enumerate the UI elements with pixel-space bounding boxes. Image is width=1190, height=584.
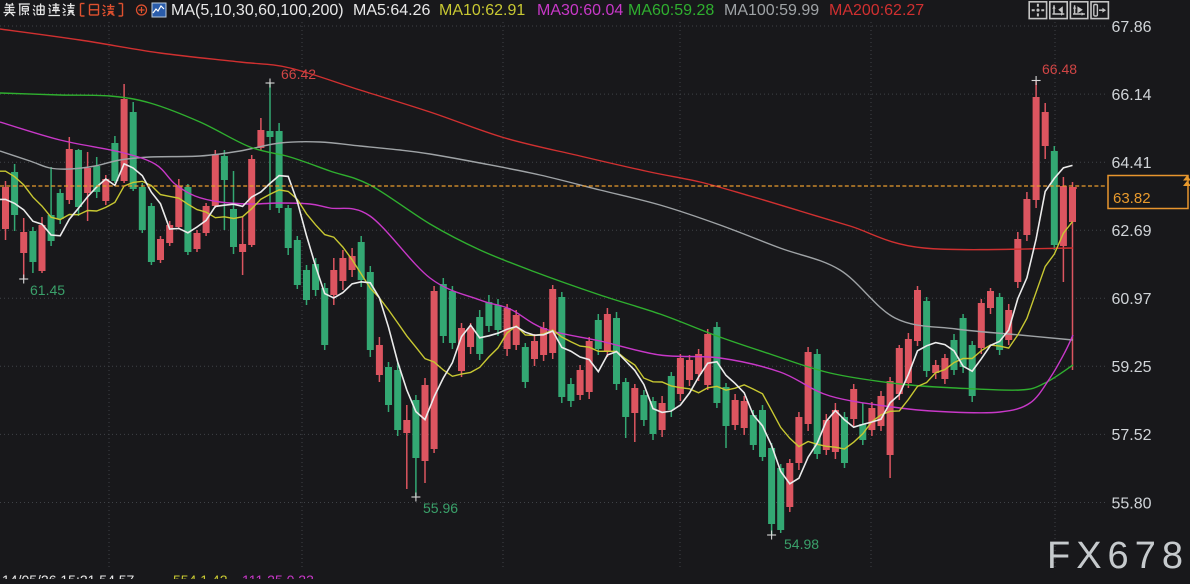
svg-text:MA200:62.27: MA200:62.27 bbox=[829, 2, 924, 19]
svg-text:64.41: 64.41 bbox=[1112, 155, 1152, 172]
svg-text:60.97: 60.97 bbox=[1112, 291, 1152, 308]
svg-text:62.69: 62.69 bbox=[1112, 223, 1152, 240]
svg-text:54.98: 54.98 bbox=[784, 536, 819, 552]
svg-text:111.25 0.23: 111.25 0.23 bbox=[242, 572, 314, 579]
svg-text:66.48: 66.48 bbox=[1042, 61, 1077, 77]
svg-text:63.82: 63.82 bbox=[1113, 190, 1151, 207]
svg-text:66.42: 66.42 bbox=[281, 66, 316, 82]
svg-text:554 1.42: 554 1.42 bbox=[173, 572, 228, 579]
svg-text:MA100:59.99: MA100:59.99 bbox=[724, 2, 819, 19]
svg-text:59.25: 59.25 bbox=[1112, 359, 1152, 376]
svg-text:67.86: 67.86 bbox=[1112, 19, 1152, 36]
svg-text:66.14: 66.14 bbox=[1112, 87, 1152, 104]
svg-text:MA10:62.91: MA10:62.91 bbox=[439, 2, 525, 19]
svg-text:MA60:59.28: MA60:59.28 bbox=[628, 2, 714, 19]
svg-text:57.52: 57.52 bbox=[1112, 427, 1152, 444]
svg-text:61.45: 61.45 bbox=[30, 282, 65, 298]
svg-text:MA(5,10,30,60,100,200): MA(5,10,30,60,100,200) bbox=[171, 2, 344, 19]
svg-text:55.80: 55.80 bbox=[1112, 495, 1152, 512]
svg-text:FX678: FX678 bbox=[1047, 535, 1189, 577]
svg-text:MA30:60.04: MA30:60.04 bbox=[537, 2, 623, 19]
svg-text:14/05/26 15:21 54.57: 14/05/26 15:21 54.57 bbox=[2, 572, 135, 579]
svg-text:MA5:64.26: MA5:64.26 bbox=[353, 2, 430, 19]
svg-text:55.96: 55.96 bbox=[423, 500, 458, 516]
